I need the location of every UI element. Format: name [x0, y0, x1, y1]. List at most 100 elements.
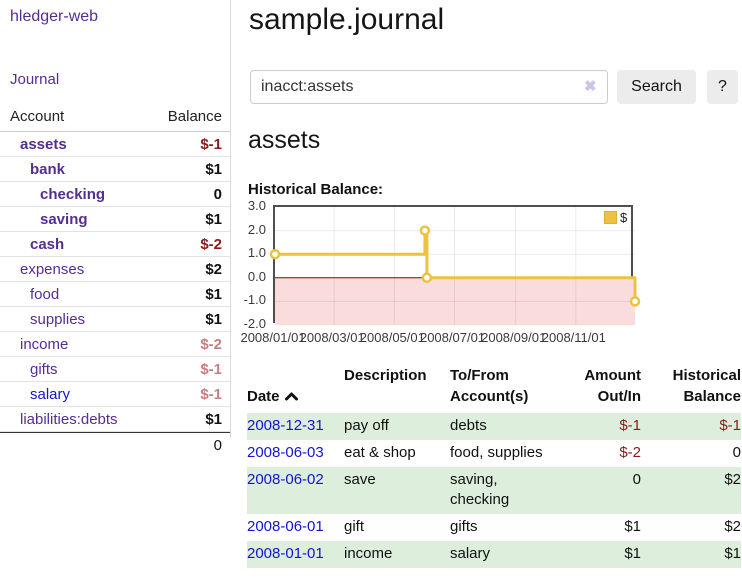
transaction-date-link[interactable]: 2008-12-31: [247, 417, 324, 434]
account-row: gifts $-1: [0, 357, 230, 382]
account-balance: $-1: [200, 360, 222, 378]
chart-canvas: [269, 207, 641, 325]
transaction-description: pay off: [344, 417, 389, 434]
account-balance: $1: [205, 210, 222, 228]
date-column-header[interactable]: Date: [247, 362, 344, 413]
sidebar-account-assets[interactable]: assets: [20, 135, 67, 153]
accounts-column-header: To/From Account(s): [450, 367, 529, 405]
account-row: checking 0: [0, 182, 230, 207]
account-row: supplies $1: [0, 307, 230, 332]
x-axis-tick-label: 2008/09/01: [481, 330, 547, 345]
account-balance: $1: [205, 410, 222, 428]
search-input[interactable]: [250, 70, 608, 104]
transaction-amount: $-2: [619, 444, 641, 461]
account-balance: $-1: [200, 135, 222, 153]
sidebar-divider: [230, 0, 231, 438]
transaction-accounts: debts: [450, 417, 487, 434]
sidebar-account-bank[interactable]: bank: [30, 160, 66, 178]
y-axis-tick-label: 3.0: [247, 198, 266, 213]
balance-column-header-main: Historical Balance: [672, 367, 741, 405]
sidebar-account-food[interactable]: food: [30, 285, 60, 303]
sidebar-account-gifts[interactable]: gifts: [30, 360, 58, 378]
account-row: bank $1: [0, 157, 230, 182]
transaction-amount: 0: [632, 471, 641, 488]
transaction-balance: $2: [724, 471, 741, 488]
help-button[interactable]: ?: [707, 70, 738, 104]
account-row: food $1: [0, 282, 230, 307]
page-title: sample.journal: [249, 3, 445, 36]
account-balance-table: Account Balance assets $-1 bank $1 checking 0…: [0, 104, 230, 458]
y-axis-tick-label: 1.0: [247, 245, 266, 261]
date-header-label: Date: [247, 388, 280, 405]
transaction-accounts: salary: [450, 545, 491, 562]
transaction-description: income: [344, 545, 393, 562]
account-row: income $-2: [0, 332, 230, 357]
account-balance: $-2: [200, 335, 222, 353]
legend-label: $: [620, 210, 628, 225]
balance-column-header: Balance: [167, 108, 222, 125]
sidebar-account-expenses[interactable]: expenses: [20, 260, 85, 278]
y-axis-tick-label: 2.0: [247, 221, 266, 237]
account-balance: $1: [205, 310, 222, 328]
transaction-amount: $1: [624, 518, 641, 535]
description-column-header: Description: [344, 367, 427, 384]
transaction-description: eat & shop: [344, 444, 416, 461]
transaction-date-link[interactable]: 2008-06-03: [247, 444, 324, 461]
sort-ascending-icon: [284, 386, 298, 407]
register-header-row: Date Description To/From Account(s) Amou…: [247, 362, 741, 413]
sidebar-account-income[interactable]: income: [20, 335, 69, 353]
account-row: cash $-2: [0, 232, 230, 257]
transaction-amount: $1: [624, 545, 641, 562]
x-axis-tick-label: 2008/01/01: [240, 330, 306, 345]
transaction-date-link[interactable]: 2008-06-01: [247, 518, 324, 535]
account-tree: assets $-1 bank $1 checking 0 saving $1 cash $-2 e…: [0, 132, 230, 432]
account-balance: $1: [205, 160, 222, 178]
historical-balance-chart: $ 3.0 2.0 1.0 0.0 -1.0 -2.0 2008/01/01 2008/03/…: [240, 198, 641, 345]
account-balance: 0: [213, 185, 222, 203]
account-row: saving $1: [0, 207, 230, 232]
amount-column-header: Amount Out/In: [584, 367, 641, 405]
register-table: Date Description To/From Account(s) Amou…: [247, 362, 741, 568]
accounts-total-row: 0: [0, 432, 230, 458]
search-button[interactable]: Search: [617, 70, 696, 104]
sidebar-account-liabilities-debts[interactable]: liabilities:debts: [20, 410, 118, 428]
register-row: 2008-06-03 eat & shop food, supplies $-2 0: [247, 440, 741, 467]
x-axis-tick-label: 2008/11/01: [541, 330, 606, 345]
chart-heading: Historical Balance:: [248, 181, 384, 198]
register-row: 2008-12-31 pay off debts $-1 $-1: [247, 413, 741, 440]
account-row: assets $-1: [0, 132, 230, 157]
register-row: 2008-06-01 gift gifts $1 $2: [247, 514, 741, 541]
account-balance: $-1: [200, 385, 222, 403]
transaction-accounts: food, supplies: [450, 444, 543, 461]
x-axis-tick-label: 2008/07/01: [419, 330, 486, 345]
sidebar-account-supplies[interactable]: supplies: [30, 310, 86, 328]
account-row: liabilities:debts $1: [0, 407, 230, 432]
transaction-description: save: [344, 471, 376, 488]
sidebar-item-journal[interactable]: Journal: [10, 71, 60, 88]
account-balance: $1: [205, 285, 222, 303]
register-row: 2008-01-01 income salary $1 $1: [247, 541, 741, 568]
account-row: expenses $2: [0, 257, 230, 282]
y-axis-tick-label: -2.0: [243, 316, 266, 331]
register-row: 2008-06-02 save saving, checking 0 $2: [247, 467, 741, 514]
transaction-date-link[interactable]: 2008-06-02: [247, 471, 324, 488]
legend-swatch-icon: [604, 211, 617, 224]
clear-search-icon[interactable]: ✖: [584, 78, 597, 95]
account-table-header: Account Balance: [0, 104, 230, 132]
account-heading: assets: [248, 126, 321, 154]
account-balance: $2: [205, 260, 222, 278]
transaction-balance: $2: [724, 518, 741, 535]
app-brand-link[interactable]: hledger-web: [10, 8, 99, 25]
sidebar-account-cash[interactable]: cash: [30, 235, 65, 253]
account-balance: $-2: [200, 235, 222, 253]
sidebar-account-checking[interactable]: checking: [40, 185, 106, 203]
sidebar-account-saving[interactable]: saving: [40, 210, 88, 228]
transaction-date-link[interactable]: 2008-01-01: [247, 545, 324, 562]
sidebar-account-salary[interactable]: salary: [30, 385, 71, 403]
transaction-description: gift: [344, 518, 365, 535]
transaction-accounts: gifts: [450, 518, 478, 535]
transaction-balance: $1: [724, 545, 741, 562]
chart-legend: $: [604, 210, 627, 225]
y-axis-tick-label: 0.0: [247, 268, 266, 284]
y-axis-tick-label: -1.0: [243, 292, 266, 308]
